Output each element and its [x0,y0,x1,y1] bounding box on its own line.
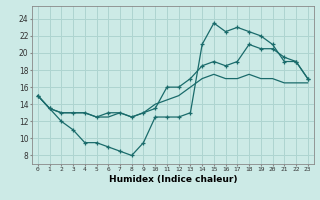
X-axis label: Humidex (Indice chaleur): Humidex (Indice chaleur) [108,175,237,184]
